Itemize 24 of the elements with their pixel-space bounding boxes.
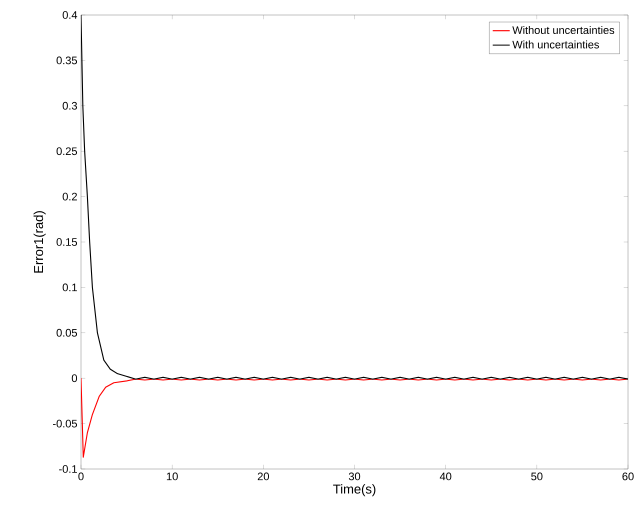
y-tick-label: 0.25 (56, 147, 78, 156)
x-tick-label: 0 (78, 472, 84, 480)
legend-label: Without uncertainties (512, 26, 614, 34)
line-series (81, 378, 628, 458)
y-tick-label: 0.4 (62, 11, 78, 19)
y-tick-label: -0.05 (52, 420, 78, 428)
y-tick-label: 0.15 (56, 238, 78, 246)
y-tick-label: 0.05 (56, 328, 78, 337)
line-series (81, 15, 628, 380)
y-axis-title: Error1(rad) (34, 211, 46, 273)
y-tick-label: 0.3 (62, 102, 77, 110)
y-tick-label: 0.35 (56, 56, 78, 64)
y-tick-label: -0.1 (59, 465, 77, 473)
x-tick-label: 30 (348, 472, 360, 480)
y-tick-label: 0.1 (62, 284, 77, 292)
y-tick-label: 0 (72, 374, 78, 382)
x-tick-label: 60 (622, 472, 634, 480)
x-axis-title: Time(s) (333, 484, 376, 496)
x-tick-label: 20 (258, 472, 269, 480)
x-tick-label: 10 (166, 472, 178, 480)
x-tick-label: 50 (531, 472, 542, 480)
x-tick-label: 40 (440, 472, 452, 480)
legend-label: With uncertainties (512, 40, 599, 48)
y-tick-label: 0.2 (62, 192, 77, 200)
